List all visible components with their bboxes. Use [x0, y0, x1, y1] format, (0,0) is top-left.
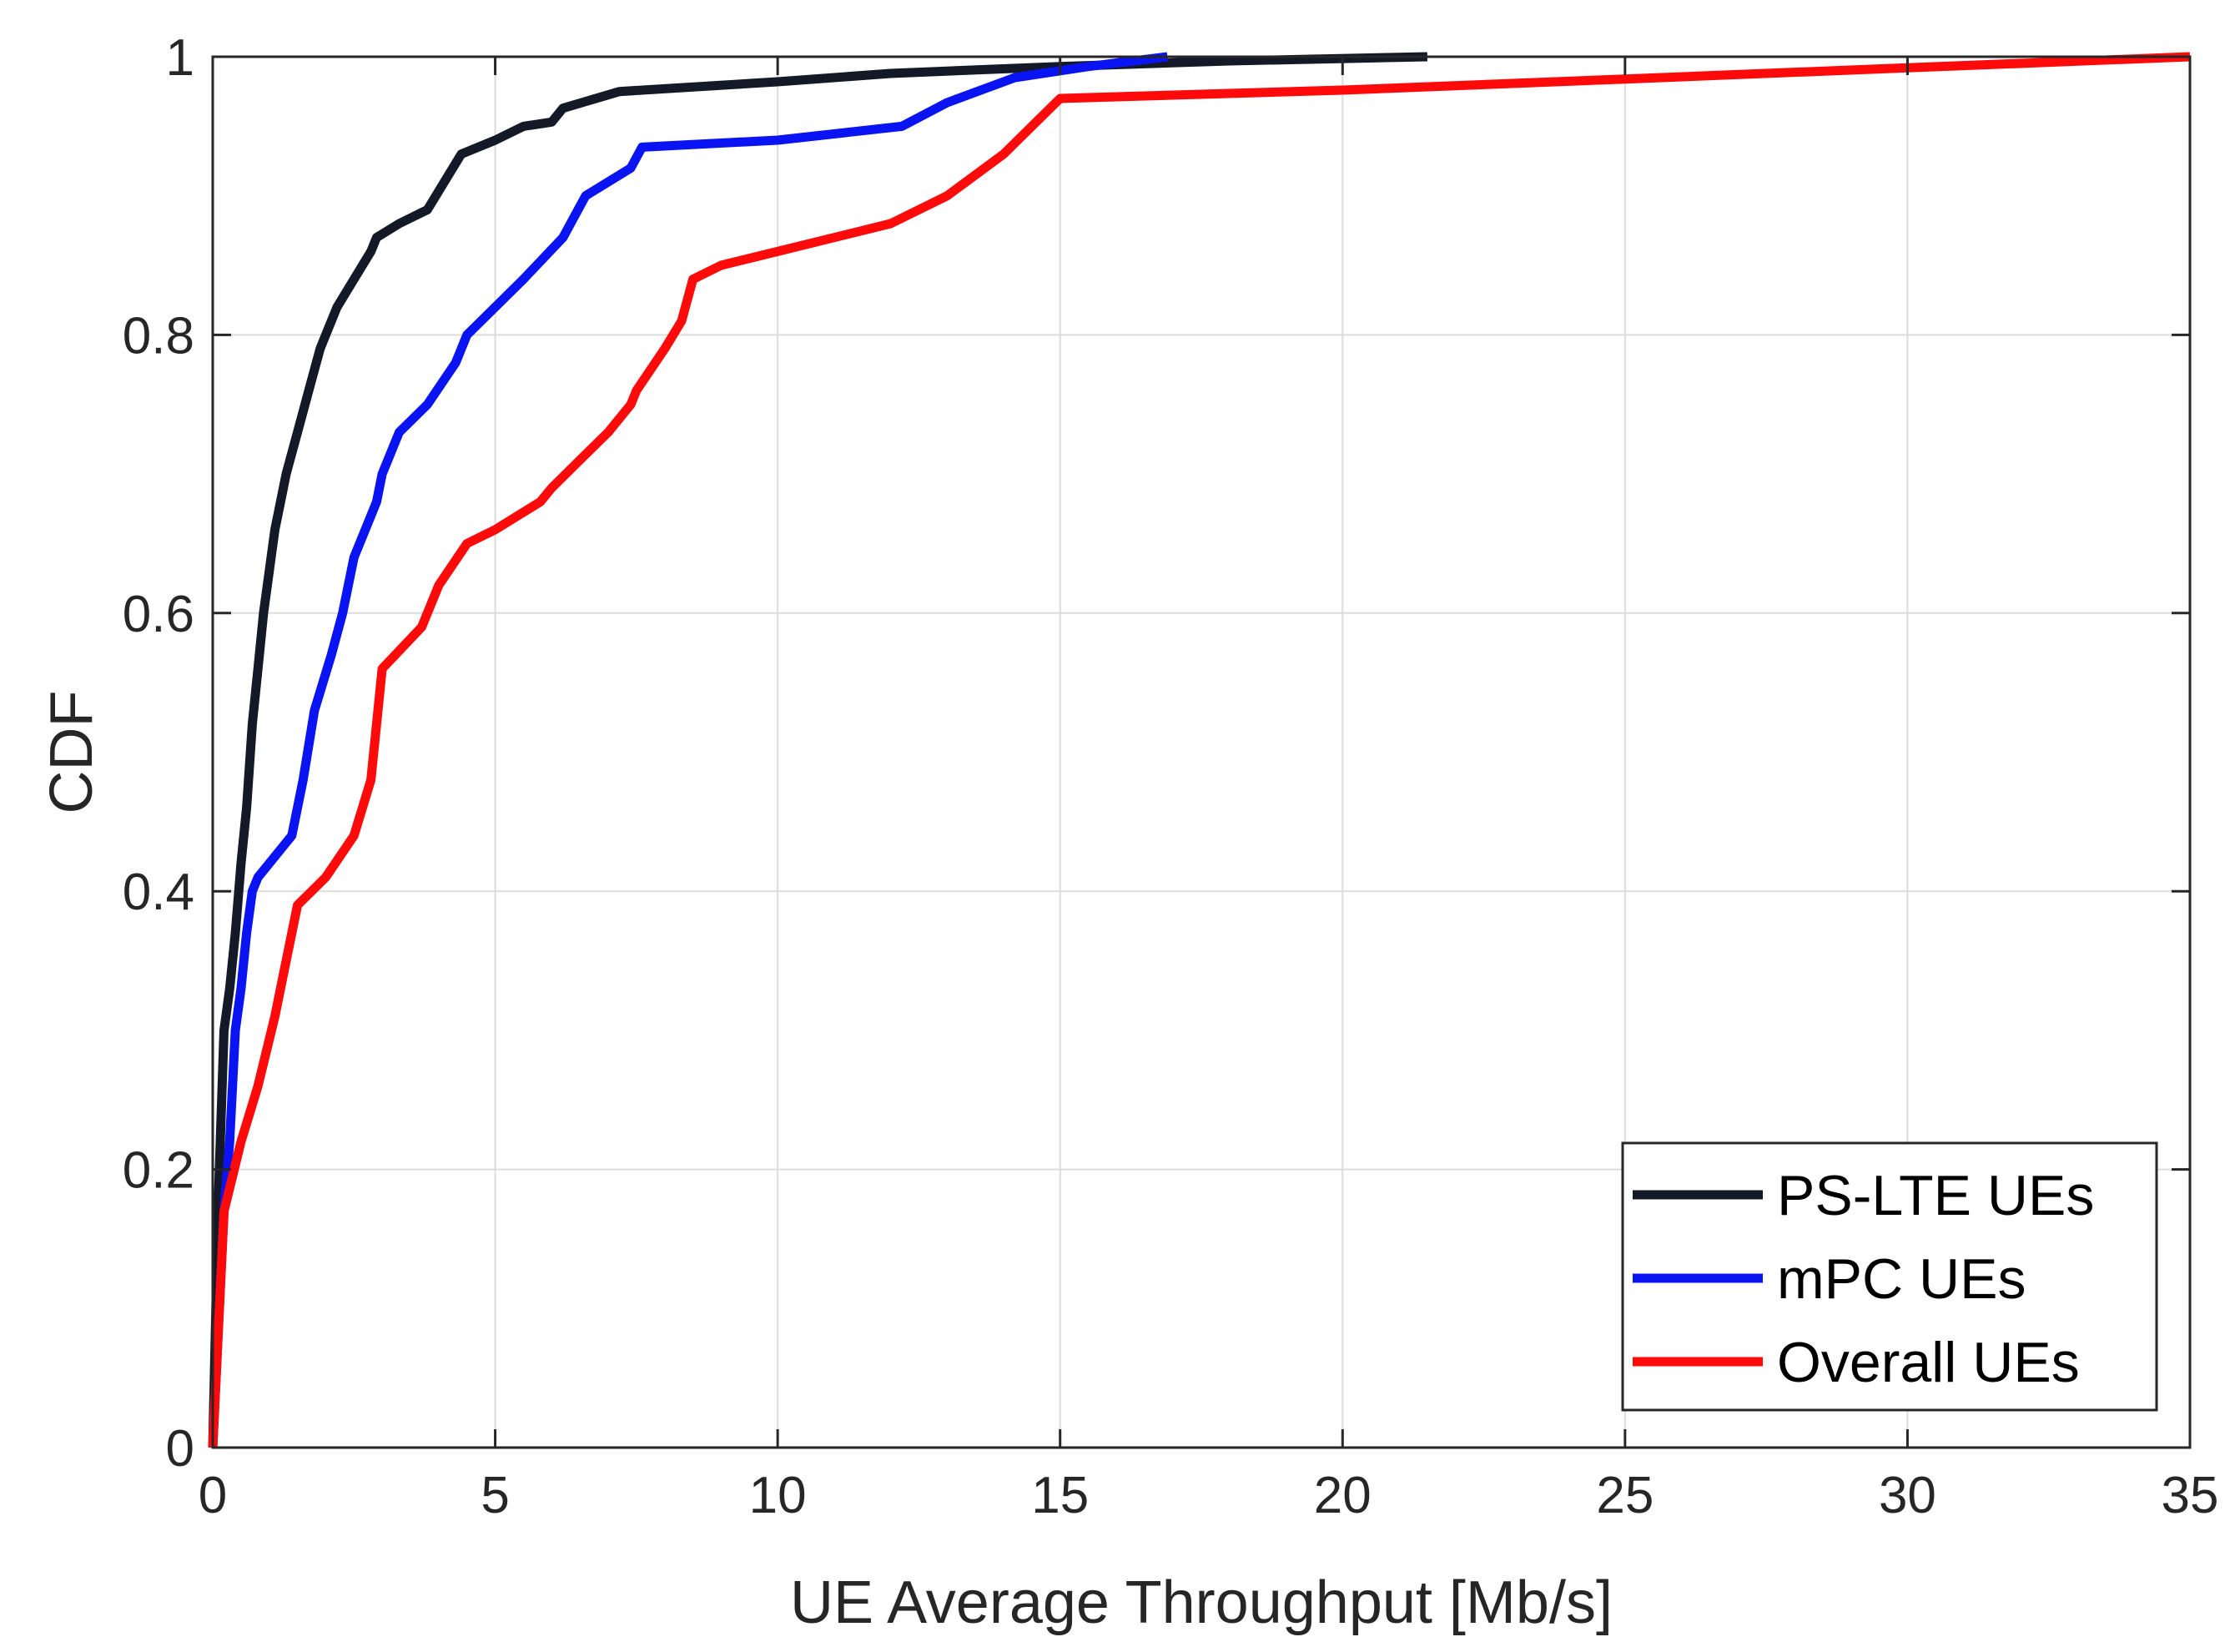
x-tick-label: 20	[1314, 1467, 1372, 1524]
x-tick-label: 30	[1879, 1467, 1936, 1524]
legend-label: Overall UEs	[1777, 1331, 2080, 1394]
x-tick-label: 35	[2162, 1467, 2219, 1524]
axis-ticks	[211, 55, 2192, 1449]
plot-frame	[211, 55, 2192, 1449]
y-tick-label: 0.2	[123, 1142, 194, 1200]
x-tick-label: 0	[199, 1467, 227, 1524]
y-tick-label: 0.8	[123, 307, 194, 365]
x-tick-label: 10	[749, 1467, 807, 1524]
series-line-ps-lte-ues	[208, 52, 1428, 1448]
series-line-mpc-ues	[208, 52, 1169, 1448]
y-axis-label: CDF	[38, 691, 105, 814]
legend-label: mPC UEs	[1777, 1247, 2026, 1311]
y-tick-label: 0.4	[123, 864, 194, 921]
x-tick-label: 5	[481, 1467, 509, 1524]
series-lines	[208, 52, 2191, 1448]
y-tick-labels: 0 0.2 0.4 0.6 0.8 1	[123, 29, 194, 1478]
x-tick-label: 15	[1031, 1467, 1089, 1524]
y-tick-label: 0.6	[123, 586, 194, 643]
legend: PS-LTE UEs mPC UEs Overall UEs	[1621, 1141, 2158, 1412]
legend-label: PS-LTE UEs	[1777, 1164, 2094, 1227]
series-line-overall-ues	[208, 52, 2191, 1448]
x-tick-labels: 0 5 10 15 20 25 30 35	[199, 1467, 2219, 1524]
x-tick-label: 25	[1596, 1467, 1654, 1524]
y-tick-label: 1	[166, 29, 194, 87]
y-tick-label: 0	[166, 1420, 194, 1478]
x-axis-label: UE Average Throughput [Mb/s]	[790, 1569, 1613, 1636]
